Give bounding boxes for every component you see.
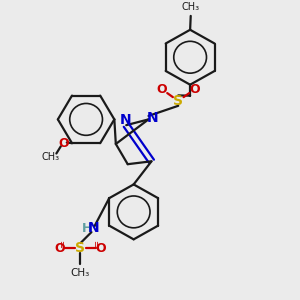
Text: H: H xyxy=(82,222,92,235)
Text: O: O xyxy=(54,242,65,254)
Text: =: = xyxy=(92,239,102,247)
Text: O: O xyxy=(189,83,200,96)
Text: =: = xyxy=(58,239,68,247)
Text: O: O xyxy=(157,83,167,96)
Text: N: N xyxy=(119,113,131,127)
Text: CH₃: CH₃ xyxy=(70,268,90,278)
Text: N: N xyxy=(147,111,158,125)
Text: S: S xyxy=(173,94,183,108)
Text: CH₃: CH₃ xyxy=(41,152,59,162)
Text: S: S xyxy=(75,241,85,255)
Text: O: O xyxy=(96,242,106,254)
Text: CH₃: CH₃ xyxy=(182,2,200,12)
Text: N: N xyxy=(88,221,100,236)
Text: O: O xyxy=(58,137,69,151)
